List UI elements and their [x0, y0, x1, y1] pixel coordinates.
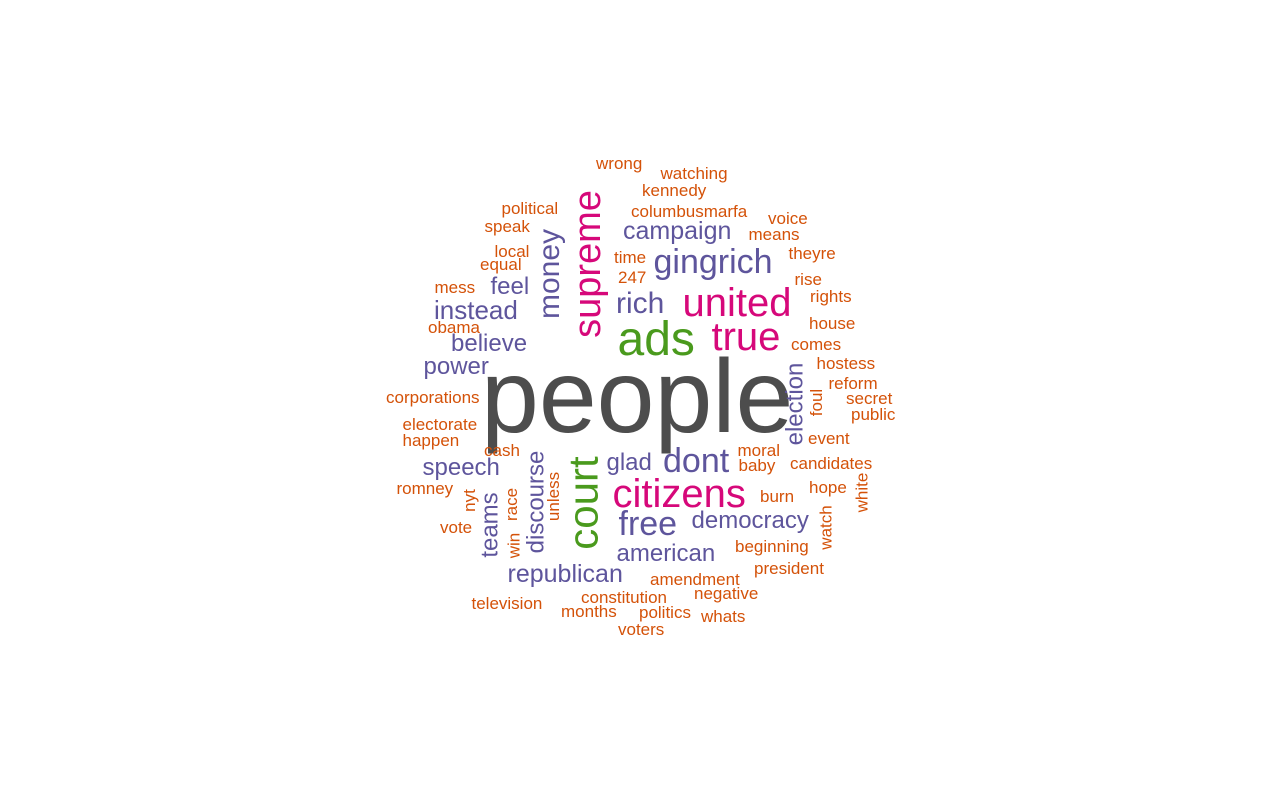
word-unless: unless	[543, 471, 563, 521]
word-american: american	[616, 540, 716, 567]
word-romney: romney	[396, 478, 454, 498]
word-ads: ads	[617, 313, 695, 366]
word-free: free	[618, 505, 678, 543]
word-247: 247	[618, 267, 647, 287]
word-watch: watch	[816, 504, 836, 550]
word-foul: foul	[806, 388, 826, 416]
word-race: race	[501, 487, 521, 521]
word-speech: speech	[422, 454, 500, 481]
word-reform: reform	[828, 373, 878, 393]
word-means: means	[748, 224, 800, 244]
word-election: election	[780, 362, 808, 446]
word-political: political	[501, 198, 559, 218]
word-dont: dont	[663, 442, 730, 480]
word-theyre: theyre	[788, 243, 836, 263]
word-politics: politics	[639, 602, 691, 622]
word-glad: glad	[606, 449, 652, 476]
word-corporations: corporations	[386, 387, 480, 407]
word-kennedy: kennedy	[642, 180, 707, 200]
word-people: people	[481, 339, 794, 455]
word-electorate: electorate	[402, 414, 478, 434]
word-money: money	[533, 228, 567, 320]
word-speak: speak	[484, 216, 530, 236]
word-constitution: constitution	[581, 587, 667, 607]
word-happen: happen	[402, 430, 460, 450]
word-white: white	[852, 472, 872, 512]
word-campaign: campaign	[623, 216, 732, 245]
word-rich: rich	[616, 287, 665, 320]
word-voters: voters	[618, 619, 665, 639]
word-democracy: democracy	[691, 507, 809, 534]
word-event: event	[808, 428, 850, 448]
word-beginning: beginning	[735, 536, 809, 556]
word-voice: voice	[768, 208, 808, 228]
word-moral: moral	[737, 440, 781, 460]
word-court: court	[559, 456, 607, 550]
word-rise: rise	[794, 269, 822, 289]
word-nyt: nyt	[459, 488, 479, 512]
word-gingrich: gingrich	[653, 243, 773, 281]
word-win: win	[504, 532, 524, 558]
word-citizens: citizens	[612, 472, 746, 516]
word-vote: vote	[440, 517, 473, 537]
word-columbusmarfa: columbusmarfa	[631, 201, 748, 221]
word-wrong: wrong	[596, 153, 643, 173]
word-republican: republican	[507, 559, 623, 588]
word-amendment: amendment	[650, 569, 740, 589]
word-comes: comes	[791, 334, 842, 354]
word-power: power	[423, 353, 489, 380]
word-feel: feel	[490, 273, 530, 300]
word-hope: hope	[809, 477, 847, 497]
word-equal: equal	[480, 254, 522, 274]
word-supreme: supreme	[566, 190, 609, 338]
word-secret: secret	[846, 388, 893, 408]
word-television: television	[471, 593, 543, 613]
word-teams: teams	[476, 492, 504, 558]
word-mess: mess	[434, 277, 476, 297]
word-house: house	[809, 313, 856, 333]
word-candidates: candidates	[790, 453, 873, 473]
word-time: time	[614, 247, 647, 267]
word-hostess: hostess	[816, 353, 876, 373]
word-public: public	[851, 404, 896, 424]
word-watching: watching	[660, 163, 728, 183]
word-believe: believe	[451, 330, 528, 357]
word-instead: instead	[434, 295, 518, 325]
word-obama: obama	[428, 317, 480, 337]
word-united: united	[682, 281, 792, 325]
word-local: local	[494, 241, 530, 261]
word-rights: rights	[810, 286, 852, 306]
word-burn: burn	[760, 486, 795, 506]
word-president: president	[754, 558, 824, 578]
word-months: months	[561, 601, 617, 621]
word-whats: whats	[701, 606, 746, 626]
word-true: true	[711, 315, 781, 359]
word-cash: cash	[484, 440, 520, 460]
word-baby: baby	[738, 455, 776, 475]
word-negative: negative	[694, 583, 759, 603]
